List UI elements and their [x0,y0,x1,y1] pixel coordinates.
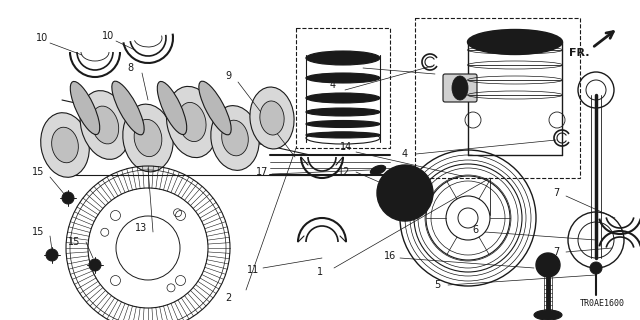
Circle shape [377,165,433,221]
Text: 1: 1 [317,267,323,277]
Text: 5: 5 [434,280,440,290]
Text: 3: 3 [352,57,358,67]
Text: 7: 7 [553,188,559,198]
Ellipse shape [199,81,231,135]
Ellipse shape [306,121,380,127]
Circle shape [62,192,74,204]
Text: 17: 17 [256,167,268,177]
Ellipse shape [41,113,90,177]
Ellipse shape [306,108,380,116]
Ellipse shape [52,127,78,163]
Ellipse shape [221,120,248,156]
Text: 4: 4 [330,80,336,90]
Circle shape [536,253,560,277]
Ellipse shape [178,102,206,141]
Ellipse shape [112,81,144,135]
Ellipse shape [92,106,118,144]
Ellipse shape [534,310,562,320]
Ellipse shape [70,82,100,134]
Ellipse shape [123,104,173,172]
Ellipse shape [306,51,380,65]
Text: TR0AE1600: TR0AE1600 [580,299,625,308]
Ellipse shape [306,132,380,138]
Text: 10: 10 [102,31,114,41]
Ellipse shape [452,76,468,100]
Ellipse shape [500,39,530,49]
Ellipse shape [134,119,162,156]
Text: 12: 12 [338,167,350,177]
Text: 10: 10 [36,33,48,43]
Circle shape [590,262,602,274]
Text: 14: 14 [340,142,352,152]
Text: 13: 13 [135,223,147,233]
Ellipse shape [250,87,294,149]
Ellipse shape [488,36,543,52]
Ellipse shape [306,73,380,83]
Ellipse shape [211,106,259,170]
Ellipse shape [166,86,218,157]
Text: 9: 9 [225,71,231,81]
Ellipse shape [260,101,284,135]
Text: 11: 11 [247,265,259,275]
Ellipse shape [306,93,380,103]
Ellipse shape [157,82,187,134]
Circle shape [385,173,425,213]
Text: 8: 8 [127,63,133,73]
Text: 15: 15 [68,237,80,247]
Ellipse shape [467,29,563,54]
FancyBboxPatch shape [443,74,477,102]
Text: 6: 6 [472,225,478,235]
Text: 4: 4 [402,149,408,159]
Text: FR.: FR. [570,48,590,58]
Circle shape [89,259,101,271]
Text: 2: 2 [225,293,231,303]
Text: 15: 15 [32,167,44,177]
Ellipse shape [371,165,386,175]
Text: 7: 7 [553,247,559,257]
Text: 15: 15 [32,227,44,237]
Circle shape [393,181,417,205]
Text: 16: 16 [384,251,396,261]
Circle shape [46,249,58,261]
Ellipse shape [80,91,130,159]
